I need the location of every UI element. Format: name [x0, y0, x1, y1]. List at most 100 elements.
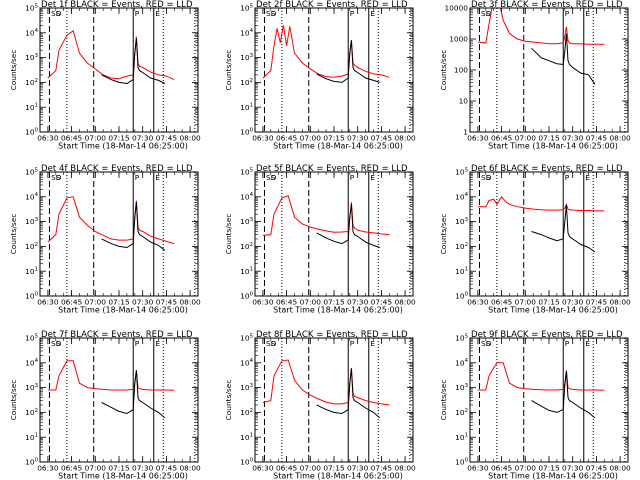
y-tick-label: 103 — [25, 217, 38, 226]
plot-frame — [469, 171, 629, 297]
y-axis-label: Counts/sec — [9, 214, 18, 255]
x-tick-label: 07:45 — [371, 464, 393, 473]
marker-letter-p: P — [350, 173, 355, 182]
panel-title: Det 3f BLACK = Events, RED = LLD — [471, 0, 623, 10]
x-tick-label: 07:15 — [108, 464, 130, 473]
x-tick-label: 07:30 — [132, 298, 154, 307]
marker-letter-s: S — [481, 339, 486, 348]
y-tick-exponent: 3 — [35, 53, 38, 59]
y-tick-exponent: 2 — [250, 242, 253, 248]
marker-letter-p: P — [350, 339, 355, 348]
y-tick-label: 100 — [240, 127, 253, 136]
x-tick-label: 07:00 — [515, 298, 537, 307]
panel-title: Det 5f BLACK = Events, RED = LLD — [256, 164, 408, 174]
y-axis-label: Counts/sec — [224, 380, 233, 421]
y-tick-label: 105 — [25, 3, 38, 12]
y-axis-label: Counts/sec — [224, 214, 233, 255]
y-tick-exponent: 5 — [35, 167, 38, 173]
detector-panel-5: Det 5f BLACK = Events, RED = LLD Counts/s… — [224, 164, 416, 315]
x-tick-label: 07:00 — [515, 134, 537, 143]
y-tick-exponent: 4 — [250, 28, 254, 34]
x-tick-label: 07:15 — [323, 298, 345, 307]
y-tick-label: 105 — [455, 333, 468, 342]
y-tick-label: 101 — [455, 267, 468, 276]
y-tick-label: 100 — [25, 457, 38, 466]
marker-letter-e: E — [155, 173, 160, 182]
lld-series-line — [262, 359, 390, 406]
y-tick-exponent: 5 — [35, 333, 38, 339]
marker-letter-s: S — [486, 9, 491, 18]
y-tick-exponent: 3 — [35, 383, 38, 389]
y-tick-exponent: 0 — [250, 457, 254, 463]
x-tick-label: 07:30 — [132, 134, 154, 143]
panel-title: Det 8f BLACK = Events, RED = LLD — [256, 330, 408, 340]
y-tick-exponent: 2 — [465, 242, 468, 248]
panel-title: Det 7f BLACK = Events, RED = LLD — [41, 330, 193, 340]
y-tick-label: 103 — [240, 53, 253, 62]
marker-letter-p: P — [350, 9, 355, 18]
y-tick-label: 100 — [25, 291, 38, 300]
y-tick-exponent: 4 — [250, 358, 254, 364]
y-tick-exponent: 4 — [35, 192, 39, 198]
y-tick-label: 10 — [459, 97, 469, 106]
events-series-line — [531, 371, 596, 419]
x-tick-label: 07:30 — [562, 298, 584, 307]
marker-letter-e: E — [585, 9, 590, 18]
marker-letter-d: D — [56, 339, 62, 348]
lld-series-line — [477, 362, 605, 391]
marker-letter-d: D — [56, 173, 62, 182]
marker-letter-e: E — [370, 9, 375, 18]
x-tick-label: 07:45 — [156, 134, 178, 143]
y-tick-exponent: 1 — [35, 267, 38, 273]
y-tick-exponent: 1 — [250, 267, 253, 273]
y-tick-exponent: 2 — [35, 408, 38, 414]
y-tick-label: 102 — [25, 78, 38, 87]
y-tick-exponent: 0 — [465, 291, 469, 297]
y-tick-exponent: 4 — [35, 28, 39, 34]
x-axis-label: Start Time (18-Mar-14 06:25:00) — [488, 142, 618, 151]
x-tick-label: 06:30 — [467, 298, 489, 307]
y-tick-exponent: 1 — [35, 433, 38, 439]
x-tick-label: 08:00 — [609, 464, 631, 473]
marker-letter-d: D — [271, 339, 277, 348]
y-tick-exponent: 5 — [465, 167, 468, 173]
plot-frame — [254, 7, 414, 133]
events-series-line — [101, 370, 166, 419]
y-tick-label: 103 — [25, 383, 38, 392]
x-tick-label: 06:30 — [252, 298, 274, 307]
y-tick-label: 102 — [240, 408, 253, 417]
y-tick-label: 104 — [240, 358, 253, 367]
y-tick-exponent: 5 — [250, 167, 253, 173]
y-tick-label: 100 — [25, 127, 38, 136]
marker-letter-s: S — [271, 173, 276, 182]
detector-panel-2: Det 2f BLACK = Events, RED = LLD Counts/s… — [224, 0, 416, 151]
x-tick-label: 07:45 — [371, 134, 393, 143]
y-tick-exponent: 1 — [465, 433, 468, 439]
lld-series-line — [262, 195, 390, 236]
y-tick-label: 103 — [240, 217, 253, 226]
marker-letter-s: S — [56, 173, 61, 182]
y-tick-label: 104 — [25, 192, 38, 201]
plot-frame — [39, 337, 199, 463]
y-tick-exponent: 1 — [465, 267, 468, 273]
x-tick-label: 07:30 — [562, 134, 584, 143]
x-tick-label: 07:15 — [538, 134, 560, 143]
y-tick-label: 10000 — [444, 4, 468, 13]
marker-letter-p: P — [135, 339, 140, 348]
lld-series-line — [477, 195, 605, 212]
x-tick-label: 07:00 — [300, 298, 322, 307]
y-tick-exponent: 3 — [250, 53, 253, 59]
marker-letter-s: S — [266, 339, 271, 348]
x-tick-label: 07:00 — [300, 134, 322, 143]
marker-letter-s: S — [266, 173, 271, 182]
x-tick-label: 06:30 — [467, 464, 489, 473]
x-tick-label: 07:00 — [515, 464, 537, 473]
y-axis-label: Counts/sec — [439, 214, 448, 255]
x-tick-label: 07:15 — [323, 464, 345, 473]
marker-letter-e: E — [155, 339, 160, 348]
marker-letter-s: S — [486, 173, 491, 182]
x-tick-label: 08:00 — [609, 298, 631, 307]
x-tick-label: 07:00 — [300, 464, 322, 473]
lld-series-line — [47, 29, 175, 81]
